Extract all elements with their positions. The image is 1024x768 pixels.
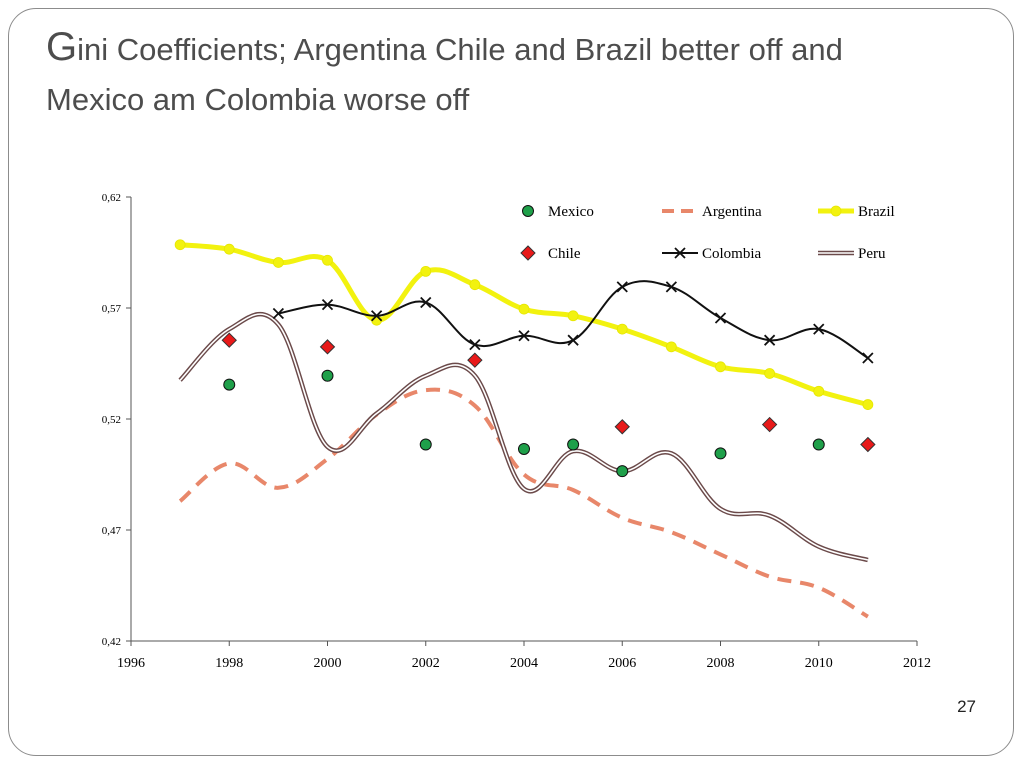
series-line-peru (178, 311, 869, 563)
slide-title: Gini Coefficients; Argentina Chile and B… (46, 22, 946, 125)
chart-legend: Mexico Argentina Brazil Chile Colombia Peru (520, 204, 895, 262)
data-point-colombia (813, 323, 825, 335)
series-line-brazil (179, 242, 869, 408)
x-tick-label: 2002 (412, 656, 440, 671)
data-point-mexico (812, 438, 825, 451)
data-point-mexico (518, 442, 530, 455)
slide-page-number: 27 (957, 697, 976, 716)
series-peru (178, 311, 869, 563)
x-tick-label: 2008 (707, 656, 735, 671)
x-tick-label: 2004 (510, 656, 538, 671)
x-tick-label: 2006 (608, 656, 636, 671)
legend-symbol-chile (520, 245, 536, 261)
series-chile (221, 332, 876, 453)
legend-label-colombia: Colombia (702, 246, 762, 262)
y-tick-label: 0,62 (102, 192, 121, 204)
y-tick-label: 0,42 (102, 636, 121, 648)
data-point-chile (319, 339, 336, 355)
slide-frame (8, 8, 1014, 756)
data-point-colombia (272, 307, 285, 320)
data-point-colombia (665, 281, 678, 293)
slide-title-text: ini Coefficients; Argentina Chile and Br… (46, 32, 843, 117)
data-point-brazil (813, 385, 825, 397)
series-colombia (272, 280, 874, 364)
data-point-brazil (567, 310, 579, 322)
legend-label-chile: Chile (548, 246, 581, 262)
data-point-chile (614, 419, 630, 435)
x-tick-label: 1996 (117, 656, 145, 671)
legend-item-argentina: Argentina (662, 204, 762, 220)
data-point-mexico (567, 438, 580, 451)
x-tick-label: 1998 (215, 656, 243, 671)
data-point-chile (467, 352, 483, 368)
data-point-mexico (223, 378, 236, 391)
legend-marker-colombia (674, 247, 686, 259)
data-point-brazil (715, 361, 726, 373)
data-point-brazil (272, 257, 284, 268)
data-point-colombia (763, 334, 776, 346)
data-point-colombia (420, 296, 432, 309)
x-tick-label: 2000 (314, 656, 342, 671)
series-line-inner-peru (179, 313, 869, 561)
data-point-colombia (862, 352, 874, 364)
legend-label-brazil: Brazil (858, 204, 895, 220)
data-point-colombia (714, 312, 727, 324)
data-point-brazil (764, 368, 776, 379)
legend-marker-brazil (830, 205, 842, 217)
series-line-argentina (178, 387, 869, 619)
chart-series (174, 239, 876, 619)
legend-label-mexico: Mexico (548, 204, 594, 220)
series-argentina (178, 387, 869, 619)
data-point-brazil (420, 265, 432, 277)
x-tick-label: 2012 (903, 656, 931, 671)
legend-item-chile: Chile (520, 245, 581, 262)
y-tick-label: 0,52 (102, 414, 121, 426)
legend-label-argentina: Argentina (702, 204, 762, 220)
data-point-brazil (223, 243, 235, 255)
data-point-colombia (616, 281, 628, 293)
data-point-brazil (616, 323, 628, 335)
series-brazil (174, 239, 874, 410)
data-point-colombia (321, 299, 334, 311)
x-tick-label: 2010 (805, 656, 833, 671)
data-point-colombia (518, 330, 530, 342)
legend-label-peru: Peru (858, 246, 886, 262)
y-tick-label: 0,57 (102, 303, 122, 315)
y-tick-label: 0,47 (102, 525, 122, 537)
data-point-colombia (469, 338, 481, 351)
data-point-brazil (862, 399, 874, 410)
chart-axes: 0,42 0,47 0,52 0,57 0,62 1996 1998 2000 2002 2004… (102, 192, 931, 671)
data-point-chile (860, 436, 876, 453)
data-point-mexico (321, 369, 334, 382)
data-point-colombia (567, 334, 579, 346)
data-point-mexico (616, 465, 629, 478)
data-point-mexico (419, 438, 432, 451)
data-point-brazil (665, 341, 677, 353)
data-point-brazil (174, 239, 186, 251)
data-point-brazil (469, 279, 481, 291)
legend-item-peru: Peru (818, 246, 886, 262)
legend-item-mexico: Mexico (522, 204, 594, 220)
legend-item-brazil: Brazil (818, 204, 895, 220)
data-point-brazil (518, 303, 530, 315)
data-point-chile (761, 416, 778, 433)
data-point-colombia (370, 310, 383, 322)
series-mexico (223, 369, 825, 478)
legend-item-colombia: Colombia (662, 246, 762, 262)
data-point-mexico (714, 447, 727, 460)
legend-symbol-mexico (522, 205, 534, 217)
data-point-brazil (322, 254, 333, 266)
data-point-chile (221, 332, 237, 348)
slide-title-initial: G (46, 25, 78, 69)
